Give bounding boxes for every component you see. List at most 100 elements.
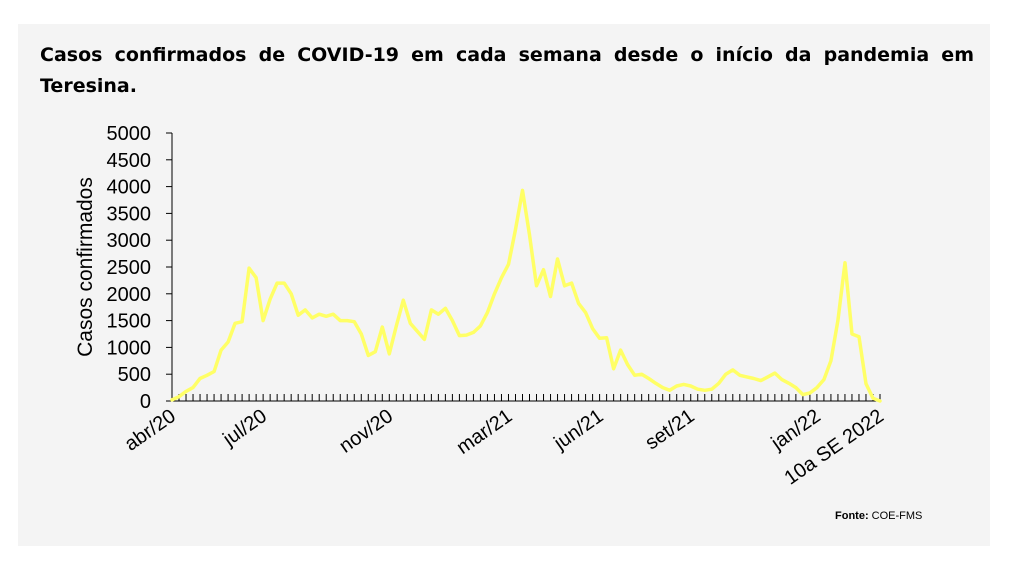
- data-point: [289, 292, 293, 295]
- x-axis: abr/20 jul/20 nov/20 mar/21 jun/21 set/21 jan/…: [121, 394, 888, 489]
- data-point: [360, 332, 363, 336]
- x-tick-label: jul/20: [218, 405, 271, 451]
- data-point: [619, 348, 622, 352]
- data-point: [661, 386, 664, 389]
- data-point: [198, 377, 202, 380]
- data-point: [261, 319, 265, 322]
- data-point: [745, 375, 749, 379]
- data-point: [219, 348, 223, 352]
- data-point: [451, 319, 454, 322]
- y-tick-label: 500: [118, 364, 151, 386]
- data-point: [514, 228, 517, 231]
- data-point: [689, 384, 692, 388]
- data-point: [395, 324, 398, 328]
- data-point: [430, 308, 433, 312]
- data-point: [752, 377, 756, 380]
- data-point: [388, 352, 391, 356]
- data-point: [500, 276, 503, 279]
- data-point: [682, 383, 685, 386]
- x-tick-label: set/21: [641, 405, 698, 454]
- y-tick-label: 3000: [107, 230, 152, 252]
- data-point: [444, 307, 447, 310]
- data-point: [353, 320, 356, 323]
- data-point: [570, 281, 573, 285]
- data-point: [479, 324, 482, 328]
- data-point: [409, 322, 412, 325]
- data-point: [177, 395, 181, 398]
- data-point: [381, 325, 384, 329]
- data-point: [633, 374, 636, 377]
- data-point: [556, 257, 559, 261]
- data-point: [612, 367, 615, 371]
- series-line: [170, 188, 882, 403]
- source-label: Fonte:: [835, 510, 869, 522]
- data-point: [332, 312, 335, 316]
- x-tick-label: mar/21: [453, 405, 517, 459]
- y-tick-label: 2500: [107, 257, 152, 279]
- data-point: [346, 319, 349, 322]
- chart-title: Casos confirmados de COVID-19 em cada se…: [40, 44, 974, 97]
- data-point: [212, 370, 216, 373]
- data-point: [878, 399, 882, 403]
- y-tick-label: 3500: [107, 203, 152, 225]
- data-point: [268, 297, 272, 301]
- y-tick-label: 1500: [107, 311, 152, 333]
- data-point: [647, 377, 650, 380]
- data-point: [493, 292, 496, 295]
- data-point: [780, 378, 784, 381]
- data-point: [233, 322, 237, 325]
- data-point: [247, 266, 251, 270]
- data-point: [226, 340, 230, 344]
- data-point: [626, 363, 629, 366]
- data-point: [801, 393, 805, 396]
- data-point: [731, 368, 734, 372]
- y-tick-label: 1000: [107, 337, 152, 359]
- data-point: [374, 350, 377, 353]
- data-point: [577, 302, 580, 305]
- data-point: [184, 390, 188, 393]
- data-point: [605, 336, 608, 339]
- data-point: [843, 261, 847, 264]
- y-tick-label: 4500: [107, 150, 152, 172]
- data-point: [703, 389, 706, 392]
- data-point: [864, 382, 868, 386]
- source-text: COE-FMS: [871, 510, 923, 522]
- data-point: [423, 338, 426, 341]
- y-tick-label: 2000: [107, 284, 152, 306]
- data-point: [766, 375, 770, 379]
- data-point: [675, 384, 678, 388]
- data-point: [205, 374, 209, 377]
- data-point: [240, 320, 244, 323]
- y-tick-label: 5000: [107, 123, 152, 145]
- y-tick-label: 4000: [107, 177, 152, 199]
- x-tick-label: nov/20: [335, 405, 397, 457]
- data-point: [668, 389, 671, 392]
- data-point: [367, 354, 370, 357]
- x-tick-label: jun/21: [549, 405, 607, 455]
- data-point: [794, 386, 798, 389]
- data-point: [310, 316, 314, 320]
- data-point: [759, 379, 763, 382]
- data-point: [871, 397, 875, 400]
- data-point: [591, 327, 594, 330]
- data-point: [696, 388, 699, 391]
- data-point: [437, 312, 440, 316]
- data-point: [829, 359, 833, 362]
- data-point: [584, 311, 587, 314]
- data-point: [808, 391, 812, 395]
- data-point: [191, 386, 195, 389]
- source-note: Fonte: COE-FMS: [835, 510, 922, 522]
- data-point: [416, 330, 419, 333]
- data-point: [318, 312, 321, 316]
- data-point: [528, 233, 531, 237]
- data-point: [542, 268, 545, 271]
- y-axis-label: Casos confirmados: [74, 177, 97, 357]
- data-point: [640, 373, 643, 376]
- data-point: [521, 189, 524, 192]
- data-point: [472, 331, 475, 334]
- data-point: [254, 276, 258, 279]
- y-axis: 0 500 1000 1500 2000 2500 3000 3500 4000 4500 5000: [107, 123, 173, 413]
- data-point: [458, 334, 461, 337]
- data-point: [710, 388, 713, 391]
- y-tick-label: 0: [140, 391, 151, 413]
